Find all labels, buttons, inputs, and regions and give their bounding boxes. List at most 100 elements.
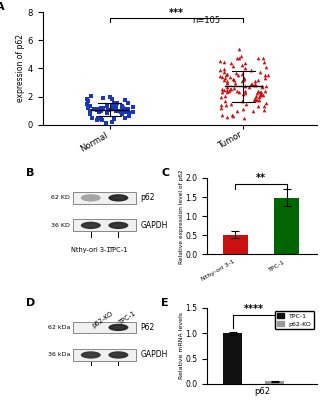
Point — [252, 94, 257, 101]
Point — [227, 86, 232, 92]
Point — [227, 74, 232, 80]
Text: p62-KO: p62-KO — [91, 310, 114, 329]
Point — [259, 88, 264, 95]
Point — [130, 104, 135, 110]
Ellipse shape — [108, 351, 129, 359]
Ellipse shape — [112, 326, 124, 329]
Ellipse shape — [81, 351, 101, 359]
Point — [243, 65, 248, 72]
Point — [126, 100, 131, 106]
Point — [261, 91, 266, 98]
Point — [263, 75, 268, 81]
Ellipse shape — [108, 222, 129, 229]
Point — [218, 104, 223, 111]
Ellipse shape — [81, 194, 101, 202]
Bar — [73, 192, 136, 204]
Text: p62: p62 — [140, 193, 155, 202]
Point — [240, 78, 245, 84]
Text: 36 KD: 36 KD — [51, 223, 70, 228]
Point — [87, 102, 93, 109]
Point — [130, 109, 136, 115]
Point — [112, 100, 117, 106]
Ellipse shape — [81, 222, 101, 229]
Point — [90, 115, 95, 122]
Point — [232, 80, 237, 86]
Point — [260, 55, 266, 62]
Legend: TPC-1, p62-KO: TPC-1, p62-KO — [275, 311, 314, 329]
Point — [252, 81, 257, 88]
Text: C: C — [161, 168, 169, 178]
Ellipse shape — [85, 354, 97, 356]
Bar — [73, 220, 136, 231]
Point — [95, 105, 100, 112]
Point — [224, 72, 229, 78]
Point — [246, 84, 251, 90]
Point — [219, 112, 224, 118]
Point — [242, 60, 247, 66]
Point — [221, 58, 227, 65]
Point — [242, 88, 248, 94]
Point — [231, 76, 236, 83]
Point — [236, 46, 241, 52]
Point — [256, 103, 261, 110]
Point — [262, 88, 267, 94]
Bar — [223, 333, 242, 384]
Point — [221, 77, 227, 83]
Point — [251, 97, 257, 103]
Point — [224, 80, 230, 86]
Point — [219, 93, 224, 100]
Text: ***: *** — [169, 8, 184, 18]
Point — [241, 114, 247, 121]
Point — [252, 96, 257, 103]
Point — [255, 77, 260, 83]
Point — [113, 103, 118, 109]
Point — [239, 70, 244, 77]
Point — [257, 92, 262, 98]
Point — [103, 120, 108, 126]
Text: P62: P62 — [140, 323, 155, 332]
Y-axis label: Relative expression level of p62: Relative expression level of p62 — [179, 169, 184, 264]
Point — [240, 77, 246, 83]
Point — [222, 93, 227, 99]
Point — [241, 75, 246, 81]
X-axis label: p62: p62 — [254, 387, 270, 396]
Point — [225, 71, 230, 77]
Point — [263, 72, 268, 79]
Point — [119, 103, 124, 109]
Bar — [266, 382, 284, 384]
Point — [222, 98, 228, 104]
Point — [126, 107, 131, 113]
Point — [264, 64, 269, 70]
Text: D: D — [26, 298, 35, 308]
Point — [225, 89, 230, 96]
Point — [233, 70, 238, 76]
Ellipse shape — [112, 196, 124, 199]
Point — [253, 92, 259, 99]
Point — [222, 66, 227, 72]
Point — [101, 95, 106, 101]
Point — [256, 88, 261, 94]
Point — [255, 54, 260, 61]
Ellipse shape — [112, 224, 124, 227]
Point — [92, 106, 97, 112]
Point — [228, 86, 233, 92]
Point — [98, 105, 104, 111]
Point — [250, 108, 256, 114]
Point — [121, 104, 126, 111]
Point — [262, 103, 267, 109]
Point — [252, 82, 258, 88]
Point — [222, 86, 227, 93]
Text: TPC-1: TPC-1 — [118, 310, 138, 326]
Point — [235, 72, 241, 78]
Point — [111, 105, 116, 112]
Point — [126, 113, 131, 120]
Point — [98, 108, 104, 114]
Text: GAPDH: GAPDH — [140, 221, 168, 230]
Point — [97, 108, 102, 115]
Point — [88, 110, 93, 117]
Point — [105, 107, 110, 114]
Point — [113, 104, 119, 110]
Point — [109, 118, 114, 125]
Point — [223, 102, 229, 109]
Point — [260, 82, 265, 89]
